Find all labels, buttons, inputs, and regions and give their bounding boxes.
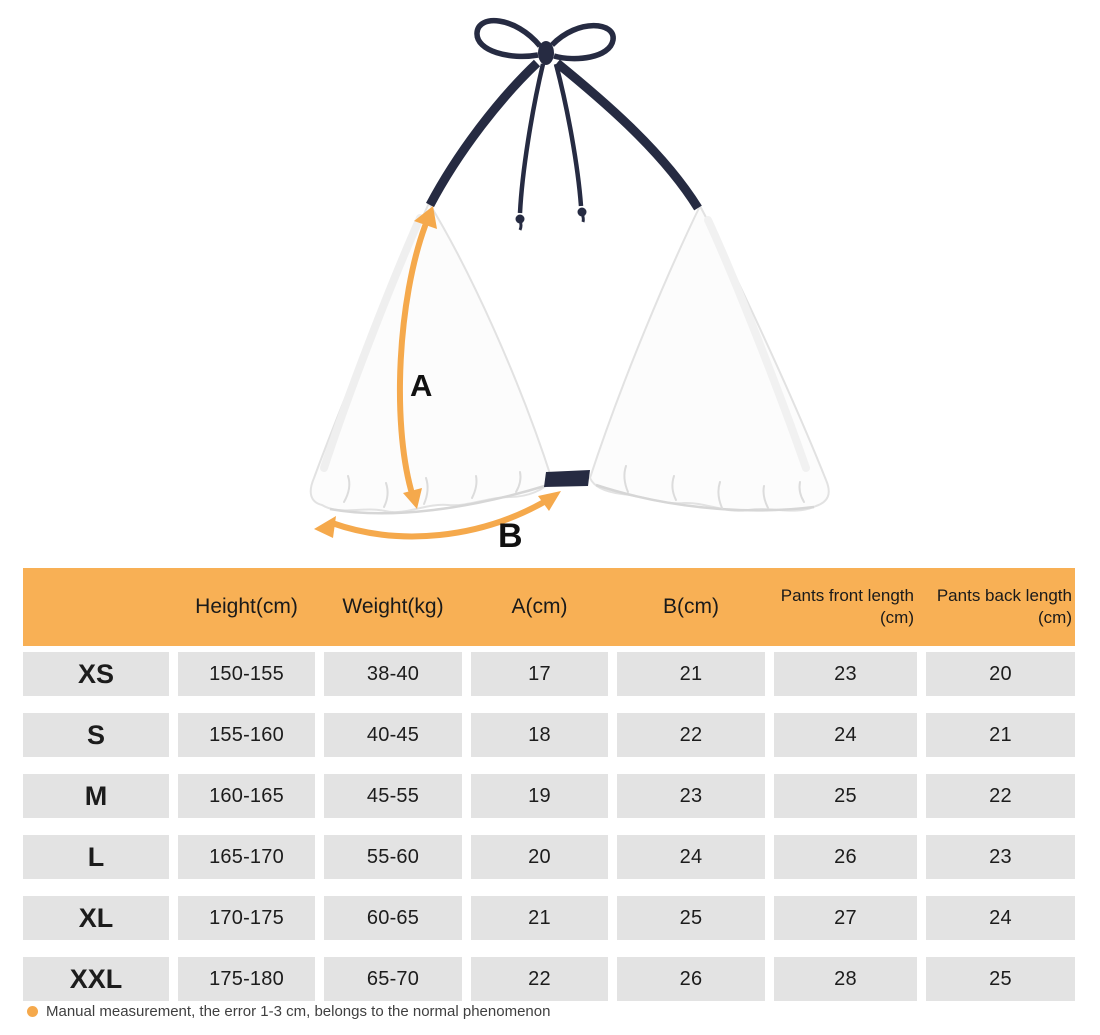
table-cell: 60-65 xyxy=(324,896,462,940)
table-body: XS 150-155 38-40 17 21 23 20 S 155-160 40-45 18 22 2… xyxy=(23,652,1075,1001)
left-cup xyxy=(309,200,554,514)
right-hem-shadow xyxy=(595,483,815,512)
table-row: M 160-165 45-55 19 23 25 22 xyxy=(23,774,1075,818)
table-cell: 24 xyxy=(774,713,917,757)
measurement-note: Manual measurement, the error 1-3 cm, be… xyxy=(27,1003,550,1020)
string-tail-right xyxy=(580,212,585,223)
left-cup-shading xyxy=(320,214,424,472)
size-label: XS xyxy=(23,652,169,696)
table-row: XS 150-155 38-40 17 21 23 20 xyxy=(23,652,1075,696)
table-cell: 40-45 xyxy=(324,713,462,757)
table-cell: 26 xyxy=(617,957,765,1001)
bikini-top-illustration: A B xyxy=(309,17,830,555)
right-cup-shading xyxy=(704,216,810,472)
table-cell: 26 xyxy=(774,835,917,879)
size-table: Height(cm) Weight(kg) A(cm) B(cm) Pants … xyxy=(23,568,1075,1018)
bow-string-left xyxy=(517,63,546,214)
string-end-right xyxy=(577,207,587,217)
header-weight: Weight(kg) xyxy=(342,595,444,618)
arrowhead-b-right xyxy=(538,491,561,511)
table-cell: 55-60 xyxy=(324,835,462,879)
arrowhead-a-top xyxy=(414,206,437,229)
table-cell: 38-40 xyxy=(324,652,462,696)
header-height: Height(cm) xyxy=(195,595,298,618)
arrowhead-a-bottom xyxy=(403,488,422,509)
table-cell: 165-170 xyxy=(178,835,315,879)
table-cell: 20 xyxy=(471,835,608,879)
table-cell: 25 xyxy=(774,774,917,818)
header-pants-front: Pants front length (cm) xyxy=(774,568,917,646)
header-pants-back-unit: (cm) xyxy=(1038,608,1072,627)
bow-left-loop xyxy=(474,17,543,60)
size-label: L xyxy=(23,835,169,879)
size-label: XL xyxy=(23,896,169,940)
table-cell: 22 xyxy=(471,957,608,1001)
table-cell: 21 xyxy=(617,652,765,696)
hem-gathers xyxy=(343,465,805,509)
bow-string-right xyxy=(553,63,584,207)
left-hem-shadow xyxy=(329,483,549,515)
table-cell: 23 xyxy=(617,774,765,818)
header-pants-front-unit: (cm) xyxy=(880,608,914,627)
table-cell: 170-175 xyxy=(178,896,315,940)
size-label: S xyxy=(23,713,169,757)
table-cell: 22 xyxy=(926,774,1075,818)
table-cell: 45-55 xyxy=(324,774,462,818)
note-text: Manual measurement, the error 1-3 cm, be… xyxy=(46,1003,551,1020)
table-cell: 21 xyxy=(471,896,608,940)
table-cell: 23 xyxy=(926,835,1075,879)
table-cell: 24 xyxy=(926,896,1075,940)
string-tail-left xyxy=(518,219,523,231)
table-cell: 19 xyxy=(471,774,608,818)
measure-a-label: A xyxy=(410,368,432,403)
table-cell: 18 xyxy=(471,713,608,757)
header-size xyxy=(23,568,169,646)
table-cell: 155-160 xyxy=(178,713,315,757)
table-row: XL 170-175 60-65 21 25 27 24 xyxy=(23,896,1075,940)
size-label: XXL xyxy=(23,957,169,1001)
left-strap xyxy=(426,59,541,208)
table-cell: 21 xyxy=(926,713,1075,757)
table-cell: 24 xyxy=(617,835,765,879)
bow-right-loop xyxy=(550,22,616,62)
bow-knot xyxy=(474,17,616,231)
header-a: A(cm) xyxy=(511,595,568,618)
table-cell: 25 xyxy=(617,896,765,940)
table-cell: 17 xyxy=(471,652,608,696)
table-cell: 160-165 xyxy=(178,774,315,818)
knot-center xyxy=(538,41,554,65)
table-cell: 23 xyxy=(774,652,917,696)
bullet-icon xyxy=(27,1006,38,1017)
table-cell: 175-180 xyxy=(178,957,315,1001)
table-cell: 22 xyxy=(617,713,765,757)
arrowhead-b-left xyxy=(314,516,336,538)
header-pants-back-label: Pants back length xyxy=(936,585,1072,605)
measure-a-arrow xyxy=(396,206,437,509)
header-b: B(cm) xyxy=(663,595,719,618)
table-row: XXL 175-180 65-70 22 26 28 25 xyxy=(23,957,1075,1001)
header-pants-back: Pants back length (cm) xyxy=(926,568,1075,646)
table-cell: 150-155 xyxy=(178,652,315,696)
table-cell: 65-70 xyxy=(324,957,462,1001)
right-strap xyxy=(554,59,702,211)
size-label: M xyxy=(23,774,169,818)
table-row: L 165-170 55-60 20 24 26 23 xyxy=(23,835,1075,879)
table-header-row: Height(cm) Weight(kg) A(cm) B(cm) Pants … xyxy=(23,568,1075,646)
table-cell: 20 xyxy=(926,652,1075,696)
bikini-diagram: A B xyxy=(309,17,830,555)
string-end-left xyxy=(515,214,525,224)
table-cell: 27 xyxy=(774,896,917,940)
table-cell: 28 xyxy=(774,957,917,1001)
header-pants-front-label: Pants front length xyxy=(780,585,914,605)
center-band xyxy=(544,470,590,487)
table-row: S 155-160 40-45 18 22 24 21 xyxy=(23,713,1075,757)
measure-b-arrow xyxy=(314,491,561,540)
measure-b-label: B xyxy=(498,517,523,555)
table-cell: 25 xyxy=(926,957,1075,1001)
